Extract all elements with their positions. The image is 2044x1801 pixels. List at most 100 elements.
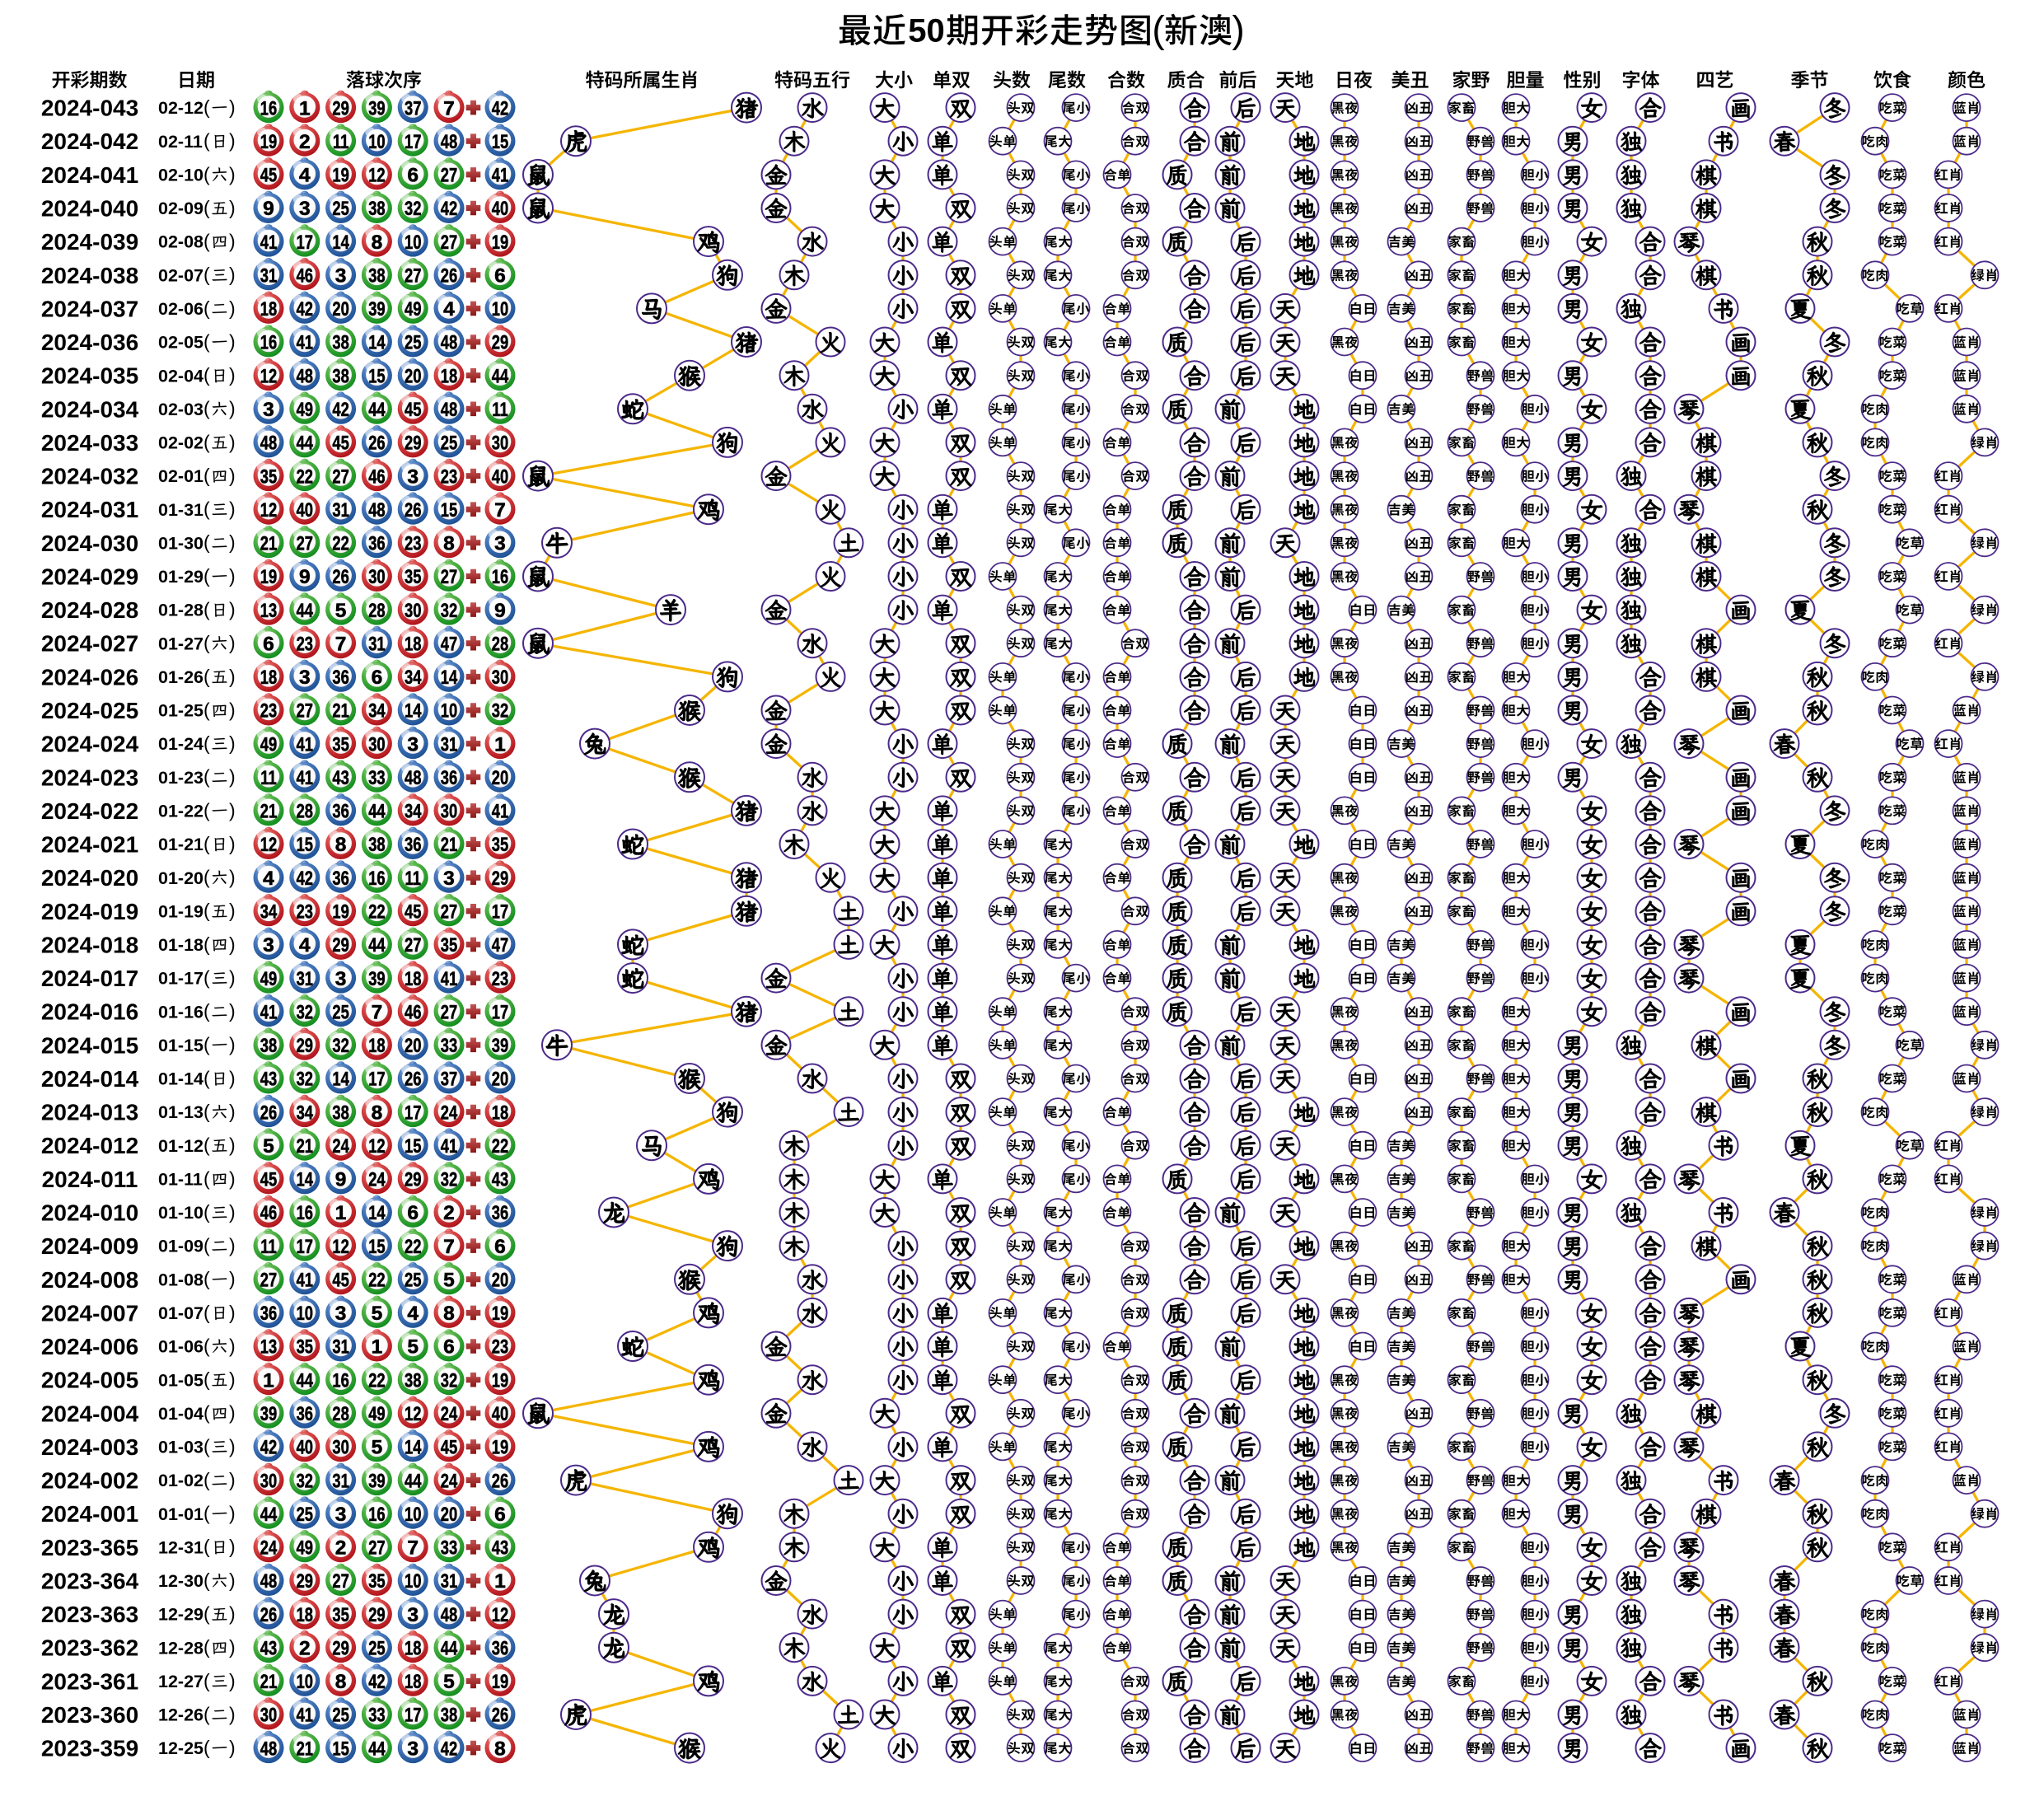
svg-text:29: 29 [405,431,421,454]
svg-text:39: 39 [368,297,385,320]
svg-text:42: 42 [492,96,508,119]
svg-text:10: 10 [405,1569,421,1593]
svg-text:7: 7 [407,1537,419,1560]
svg-text:29: 29 [332,933,348,956]
svg-text:2: 2 [299,131,311,153]
svg-text:38: 38 [368,264,385,287]
svg-text:(: ( [203,1670,210,1691]
svg-text:31: 31 [260,264,277,287]
svg-text:01-24: 01-24 [158,734,203,754]
svg-text:): ) [229,1368,236,1390]
svg-text:01-23: 01-23 [158,768,203,788]
svg-text:16: 16 [368,1502,385,1525]
svg-text:01-06: 01-06 [158,1337,203,1357]
svg-text:(: ( [203,1134,210,1156]
svg-text:33: 33 [441,1536,457,1559]
svg-text:30: 30 [405,598,421,621]
svg-text:): ) [229,1737,236,1758]
svg-text:7: 7 [443,97,455,119]
svg-text:1: 1 [263,1369,274,1392]
svg-text:20: 20 [441,1502,457,1525]
svg-text:(: ( [203,967,210,989]
svg-text:02-09: 02-09 [158,199,203,218]
svg-text:2024-012: 2024-012 [41,1133,138,1158]
svg-text:2024-037: 2024-037 [41,296,138,321]
svg-text:31: 31 [332,498,348,521]
svg-text:19: 19 [492,1435,508,1458]
svg-text:28: 28 [297,799,313,822]
svg-text:): ) [229,531,236,553]
svg-text:01-22: 01-22 [158,802,203,821]
svg-text:49: 49 [405,297,421,320]
svg-text:32: 32 [441,1368,457,1392]
svg-text:44: 44 [368,933,385,956]
svg-text:2024-004: 2024-004 [41,1401,139,1426]
svg-text:27: 27 [405,264,421,287]
svg-text:17: 17 [405,1703,421,1726]
svg-text:6: 6 [407,165,419,187]
svg-text:9: 9 [299,566,311,588]
svg-text:38: 38 [332,330,348,353]
svg-text:): ) [229,1268,236,1289]
svg-text:01-17: 01-17 [158,969,203,989]
svg-text:01-19: 01-19 [158,901,203,921]
svg-text:7: 7 [494,499,506,522]
svg-text:2024-022: 2024-022 [41,798,138,824]
svg-text:40: 40 [297,1435,313,1458]
svg-text:02-01: 02-01 [158,466,203,486]
svg-text:01-05: 01-05 [158,1370,203,1390]
svg-text:40: 40 [492,197,508,220]
svg-text:39: 39 [368,96,385,119]
svg-text:2: 2 [335,1537,347,1560]
svg-text:35: 35 [332,1602,348,1626]
svg-text:15: 15 [492,129,508,152]
svg-text:32: 32 [297,1000,313,1023]
svg-text:02-04: 02-04 [158,366,203,386]
svg-text:02-05: 02-05 [158,333,203,353]
svg-text:32: 32 [441,1167,457,1191]
svg-text:40: 40 [492,465,508,488]
svg-text:5: 5 [335,600,347,622]
svg-text:): ) [229,498,236,520]
svg-text:27: 27 [297,699,313,722]
svg-text:41: 41 [297,1703,313,1726]
svg-text:): ) [229,1703,236,1724]
svg-text:36: 36 [297,1401,313,1424]
svg-text:42: 42 [332,397,348,420]
svg-text:(: ( [203,1268,210,1289]
svg-text:3: 3 [443,868,455,890]
svg-text:02-12: 02-12 [158,98,203,118]
svg-text:14: 14 [297,1167,313,1191]
svg-text:25: 25 [332,1000,348,1023]
svg-text:02-03: 02-03 [158,400,203,419]
svg-text:(: ( [203,565,210,587]
svg-text:): ) [229,297,236,319]
svg-text:36: 36 [492,1201,508,1224]
svg-text:32: 32 [297,1469,313,1492]
svg-text:35: 35 [441,933,457,956]
svg-text:6: 6 [494,265,506,288]
svg-text:44: 44 [297,431,313,454]
svg-text:26: 26 [405,1067,421,1090]
svg-text:17: 17 [405,1101,421,1124]
svg-text:26: 26 [368,431,385,454]
svg-text:32: 32 [297,1067,313,1090]
svg-text:20: 20 [492,765,508,788]
svg-text:(: ( [203,1335,210,1356]
svg-text:21: 21 [260,799,277,822]
svg-text:26: 26 [332,565,348,588]
svg-text:16: 16 [297,1201,313,1224]
svg-text:16: 16 [260,330,277,353]
svg-text:): ) [229,699,236,720]
svg-text:36: 36 [368,531,385,554]
svg-text:22: 22 [368,1368,385,1392]
svg-text:01-14: 01-14 [158,1069,203,1089]
svg-text:19: 19 [260,129,277,152]
svg-text:48: 48 [441,397,457,420]
svg-text:01-26: 01-26 [158,667,203,687]
svg-text:(: ( [203,732,210,754]
svg-text:31: 31 [332,1335,348,1358]
svg-text:2023-359: 2023-359 [41,1736,138,1761]
svg-text:17: 17 [492,900,508,923]
svg-text:23: 23 [297,900,313,923]
